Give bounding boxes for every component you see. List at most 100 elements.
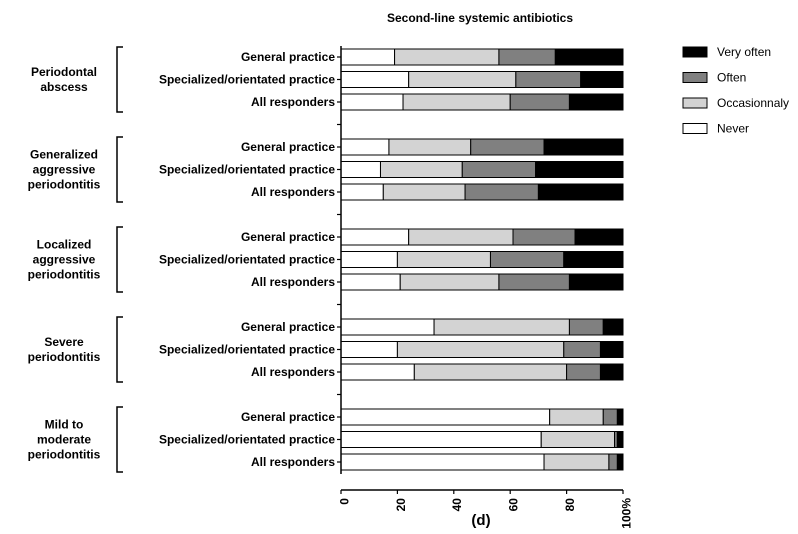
bar-segment-never: [340, 183, 384, 201]
row-label: Specialized/orientated practice: [159, 343, 335, 357]
row-label: All responders: [251, 365, 335, 379]
bar-segment-very-often: [616, 408, 624, 426]
bar-segment-very-often: [599, 363, 624, 381]
x-tick-label: 60: [507, 498, 521, 512]
group-label: Localized aggressive periodontitis: [28, 238, 101, 282]
row-label: General practice: [241, 50, 335, 64]
row-label: All responders: [251, 185, 335, 199]
bar-segment-often: [464, 183, 539, 201]
bar-segment-occasionnaly: [413, 363, 568, 381]
legend-label: Never: [717, 122, 749, 136]
bar-segment-occasionnaly: [396, 251, 491, 268]
bar-segment-very-often: [543, 138, 624, 156]
bar-segment-often: [602, 408, 618, 426]
bar-segment-often: [498, 273, 570, 291]
bar-segment-never: [340, 453, 545, 471]
bar-segment-very-often: [563, 251, 624, 268]
bar-segment-occasionnaly: [408, 71, 517, 88]
chart-title: Second-line systemic antibiotics: [387, 11, 573, 25]
bar-segment-never: [340, 318, 435, 336]
legend-label: Very often: [717, 45, 771, 59]
group-bracket: [116, 226, 123, 293]
legend-swatch: [682, 46, 708, 58]
bar-segment-very-often: [580, 71, 624, 88]
bar-segment-often: [566, 363, 601, 381]
row-label: Specialized/orientated practice: [159, 163, 335, 177]
panel-label: (d): [471, 512, 490, 529]
bar-segment-occasionnaly: [540, 431, 616, 448]
bar-segment-never: [340, 408, 551, 426]
bar-segment-never: [340, 138, 390, 156]
bar-segment-never: [340, 93, 404, 111]
row-label: Specialized/orientated practice: [159, 433, 335, 447]
bar-segment-never: [340, 48, 396, 66]
bar-segment-very-often: [535, 161, 624, 178]
bar-segment-never: [340, 251, 398, 268]
legend-swatch: [682, 97, 708, 109]
bar-segment-very-often: [616, 453, 624, 471]
row-label: Specialized/orientated practice: [159, 73, 335, 87]
row-label: Specialized/orientated practice: [159, 253, 335, 267]
bar-segment-very-often: [568, 273, 624, 291]
bar-segment-often: [470, 138, 545, 156]
row-label: General practice: [241, 320, 335, 334]
bar-segment-occasionnaly: [402, 93, 511, 111]
bar-segment-occasionnaly: [382, 183, 466, 201]
bar-segment-very-often: [568, 93, 624, 111]
bar-segment-very-often: [537, 183, 624, 201]
row-label: All responders: [251, 95, 335, 109]
group-label: Mild to moderate periodontitis: [28, 418, 101, 462]
legend: Very often Often Occasionnaly Never: [682, 45, 789, 136]
legend-swatch: [682, 123, 708, 134]
bar-segment-occasionnaly: [408, 228, 514, 246]
bar-segment-often: [461, 161, 537, 178]
bar-segment-very-often: [599, 341, 624, 358]
bar-segment-often: [512, 228, 576, 246]
bar-segment-very-often: [574, 228, 624, 246]
x-tick-label: 80: [563, 498, 577, 512]
bar-segment-never: [340, 341, 398, 358]
bar-segment-occasionnaly: [388, 138, 472, 156]
row-label: General practice: [241, 230, 335, 244]
plot-area: Periodontal abscess General practice Specia…: [28, 46, 624, 473]
group-label: Periodontal abscess: [31, 65, 97, 94]
row-label: All responders: [251, 275, 335, 289]
bar-segment-often: [489, 251, 565, 268]
bar-segment-never: [340, 273, 401, 291]
legend-label: Often: [717, 71, 746, 85]
bar-segment-never: [340, 363, 415, 381]
bar-segment-occasionnaly: [543, 453, 610, 471]
bar-segment-occasionnaly: [399, 273, 500, 291]
group-label: Severe periodontitis: [28, 335, 101, 364]
bar-segment-occasionnaly: [396, 341, 565, 358]
legend-swatch: [682, 72, 708, 83]
group-bracket: [116, 316, 123, 383]
row-label: General practice: [241, 140, 335, 154]
row-label: All responders: [251, 455, 335, 469]
x-tick-label: 100%: [619, 498, 633, 529]
bar-segment-often: [498, 48, 556, 66]
group-label: Generalized aggressive periodontitis: [28, 148, 101, 192]
x-tick-label: 20: [394, 498, 408, 512]
x-axis: 0 20 40 60 80 100%: [337, 46, 633, 529]
bar-segment-very-often: [602, 318, 624, 336]
bar-segment-occasionnaly: [549, 408, 604, 426]
bar-segment-never: [340, 71, 410, 88]
bar-segment-often: [509, 93, 570, 111]
group-bracket: [116, 136, 123, 203]
bar-segment-very-often: [616, 431, 624, 448]
bar-segment-often: [515, 71, 582, 88]
x-tick-label: 40: [450, 498, 464, 512]
bar-segment-often: [563, 341, 601, 358]
bar-segment-often: [568, 318, 604, 336]
bar-segment-never: [340, 431, 542, 448]
bar-segment-occasionnaly: [433, 318, 570, 336]
row-label: General practice: [241, 410, 335, 424]
bar-segment-often: [608, 453, 618, 471]
bar-segment-never: [340, 161, 381, 178]
x-tick-label: 0: [337, 498, 351, 505]
group-bracket: [116, 406, 123, 473]
group-bracket: [116, 46, 123, 113]
bar-segment-never: [340, 228, 410, 246]
